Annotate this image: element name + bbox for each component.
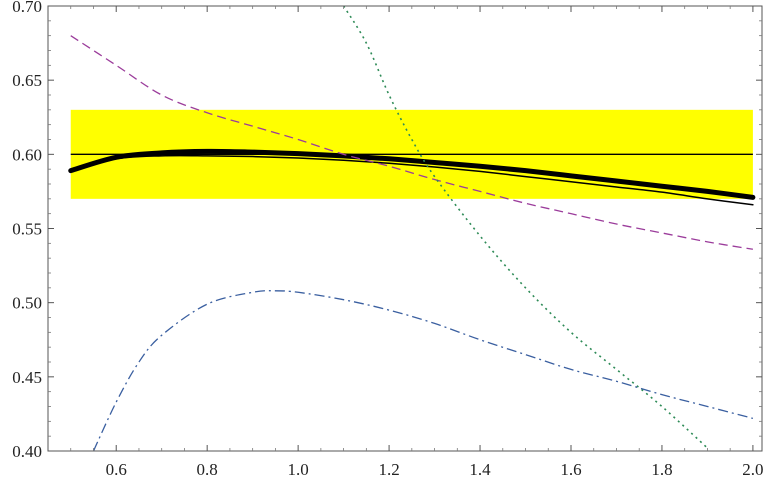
x-tick-label: 2.0 (742, 460, 763, 479)
x-tick-label: 0.6 (106, 460, 127, 479)
x-tick-label: 1.2 (378, 460, 399, 479)
series-dashed-line (70, 35, 754, 250)
y-tick-label: 0.60 (12, 145, 42, 164)
tick-layer: 0.6 0.8 1.0 1.2 1.4 1.6 1.8 2.0 0.40 0.45 0.50 0.55… (12, 0, 763, 479)
plot-frame (47, 5, 763, 452)
x-tick-label: 0.8 (197, 460, 218, 479)
series-thin-solid-line (69, 154, 754, 206)
series-thick-solid-line (68, 148, 756, 200)
x-tick-label: 1.6 (560, 460, 581, 479)
x-tick-label: 1.4 (469, 460, 491, 479)
x-tick-label: 1.8 (651, 460, 672, 479)
y-tick-label: 0.45 (12, 368, 42, 387)
x-tick-label: 1.0 (288, 460, 309, 479)
y-tick-label: 0.55 (12, 220, 42, 239)
y-tick-label: 0.40 (12, 442, 42, 461)
frame-layer (47, 5, 763, 452)
y-tick-label: 0.65 (12, 71, 42, 90)
series-layer (68, 6, 756, 451)
series-dash-dot-line (92, 290, 754, 451)
y-tick-label: 0.50 (12, 294, 42, 313)
series-dotted-line (342, 6, 708, 449)
y-tick-label: 0.70 (12, 0, 42, 16)
